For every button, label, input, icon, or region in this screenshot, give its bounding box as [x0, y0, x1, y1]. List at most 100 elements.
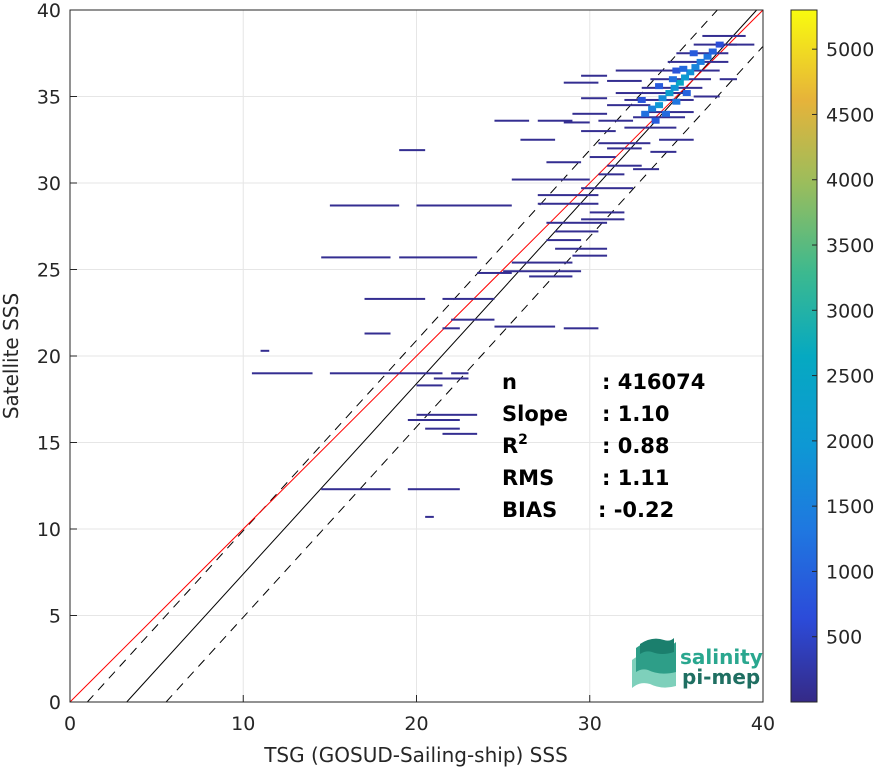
- density-segment: [511, 178, 590, 181]
- stat-label: BIAS: [502, 498, 557, 522]
- colorbar-tick-label: 4000: [826, 170, 874, 192]
- density-segment: [615, 69, 660, 72]
- density-segment: [598, 173, 625, 176]
- density-segment: [364, 297, 426, 300]
- colorbar-tick-label: 1500: [826, 496, 874, 518]
- density-segment: [442, 432, 478, 435]
- density-segment: [693, 43, 738, 46]
- density-segment: [546, 239, 582, 242]
- density-segment: [607, 79, 642, 82]
- density-cell: [675, 79, 684, 86]
- density-segment: [633, 168, 660, 171]
- density-segment: [477, 271, 512, 274]
- one-to-one-line: [69, 9, 764, 703]
- density-segment: [537, 194, 599, 197]
- density-segment: [546, 161, 582, 164]
- bound-line: [86, 9, 718, 703]
- density-segment: [416, 413, 478, 416]
- density-segment: [572, 112, 608, 115]
- stat-value: : 1.10: [602, 402, 670, 426]
- y-tick-label: 0: [49, 692, 61, 714]
- x-tick-label: 40: [751, 713, 775, 735]
- density-cell: [655, 83, 664, 90]
- density-cell: [686, 69, 695, 76]
- y-tick-label: 5: [49, 606, 61, 628]
- density-segment: [563, 121, 590, 124]
- density-segment: [659, 138, 694, 141]
- density-segment: [537, 119, 573, 122]
- axis-ticks: 0 10 20 30 40 0 5 10 15 20 25 30 35 40: [37, 0, 775, 735]
- density-segment: [407, 488, 460, 491]
- colorbar-gradient: [790, 9, 818, 703]
- density-cell: [641, 110, 650, 117]
- density-segment: [260, 349, 270, 352]
- stat-label: n: [502, 370, 517, 394]
- density-cell: [655, 102, 664, 109]
- density-segment: [425, 427, 460, 430]
- density-segment: [581, 187, 634, 190]
- density-segment: [581, 218, 625, 221]
- x-tick-label: 20: [404, 713, 428, 735]
- colorbar-tick-label: 2500: [826, 366, 874, 388]
- density-cell: [651, 117, 660, 124]
- stat-value: : 416074: [602, 370, 705, 394]
- y-tick-label: 15: [37, 433, 61, 455]
- stat-label: RMS: [502, 466, 554, 490]
- density-segment: [399, 149, 426, 152]
- colorbar-tick-label: 3500: [826, 235, 874, 257]
- density-segment: [581, 130, 616, 133]
- density-segment: [581, 97, 608, 100]
- density-segment: [555, 230, 599, 233]
- density-segment: [589, 156, 616, 159]
- density-segment: [676, 52, 729, 55]
- density-segment: [407, 419, 460, 422]
- y-tick-label: 10: [37, 519, 61, 541]
- density-cell: [708, 48, 717, 55]
- logo-text-line2: pi-mep: [682, 665, 760, 689]
- density-segment: [416, 204, 512, 207]
- density-segment: [546, 221, 608, 224]
- stat-label: Slope: [502, 402, 568, 426]
- density-cell: [689, 50, 698, 57]
- density-segment: [442, 327, 460, 330]
- density-segment: [511, 261, 573, 264]
- logo-wave-icon: [632, 638, 676, 688]
- bound-line: [165, 45, 764, 703]
- density-segment: [615, 92, 686, 95]
- density-segment: [442, 297, 495, 300]
- density-segment: [633, 116, 686, 119]
- density-segment: [572, 254, 608, 257]
- density-segment: [251, 372, 313, 375]
- density-segment: [433, 377, 469, 380]
- density-segment: [321, 488, 391, 491]
- y-tick-label: 40: [37, 0, 61, 22]
- density-segment: [650, 78, 712, 81]
- density-segment: [494, 119, 530, 122]
- logo-text-line1: salinity: [680, 645, 763, 669]
- density-cell: [691, 64, 700, 71]
- density-segment: [563, 327, 599, 330]
- stat-value: : -0.22: [598, 498, 674, 522]
- density-segment: [555, 247, 608, 250]
- density-cell: [672, 67, 681, 74]
- colorbar-tick-label: 2000: [826, 431, 874, 453]
- x-tick-label: 30: [578, 713, 602, 735]
- y-tick-label: 35: [37, 87, 61, 109]
- density-segment: [451, 318, 495, 321]
- colorbar-tick-label: 3000: [826, 300, 874, 322]
- salinity-pimep-logo: salinity pi-mep: [632, 638, 763, 689]
- density-segment: [503, 270, 582, 273]
- density-cell: [715, 41, 724, 48]
- density-segment: [650, 150, 677, 153]
- density-segment: [581, 74, 608, 77]
- density-segment: [598, 142, 651, 145]
- density-segment: [728, 43, 755, 46]
- density-cell: [682, 90, 691, 97]
- density-cells: [251, 34, 755, 518]
- density-cell: [658, 95, 667, 102]
- density-cell: [637, 96, 646, 103]
- x-tick-label: 0: [64, 713, 76, 735]
- density-segment: [451, 372, 469, 375]
- colorbar: 500 1000 1500 2000 2500 3000 3500 4000 4500 5000: [790, 9, 874, 703]
